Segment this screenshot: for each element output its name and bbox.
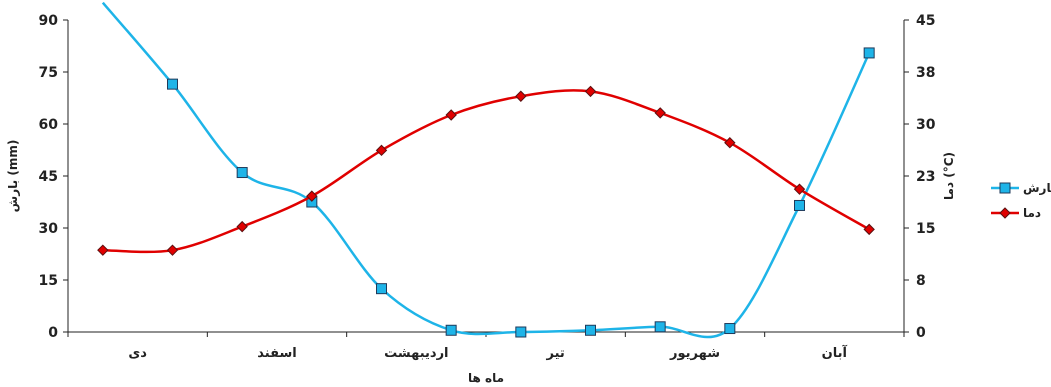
temperature-point (445, 109, 457, 121)
legend-item-precipitation: بارش (991, 181, 1051, 195)
precipitation-point (515, 326, 527, 338)
right-tick-label: 15 (916, 221, 935, 237)
precipitation-point (585, 324, 596, 336)
precipitation-point (167, 78, 178, 90)
precipitation-point (445, 324, 457, 336)
right-tick-label: 30 (916, 117, 936, 133)
left-tick-label: 90 (39, 13, 59, 29)
x-tick-label: شهریور (669, 346, 720, 361)
temperature-point (515, 90, 527, 102)
temperature-point (654, 107, 666, 119)
left-axis-label: بارش (mm) (6, 140, 20, 213)
right-tick-label: 0 (916, 325, 926, 341)
x-tick-label: آبان (822, 344, 848, 361)
precipitation-series (101, 1, 875, 339)
precipitation-point (863, 47, 875, 59)
temperature-point (863, 223, 875, 236)
right-tick-label: 8 (916, 273, 926, 289)
x-tick-label: تیر (546, 346, 565, 361)
right-tick-label: 23 (916, 169, 935, 185)
x-axis-label: ماه ها (468, 371, 504, 385)
temperature-point (306, 190, 318, 202)
x-tick-label: اسفند (257, 346, 296, 361)
x-tick-label: اردیبهشت (384, 346, 448, 361)
legend: بارش دما (991, 181, 1051, 220)
precipitation-point (724, 323, 736, 335)
precipitation-point (654, 321, 666, 333)
left-tick-label: 30 (39, 221, 59, 237)
left-tick-label: 15 (39, 273, 58, 289)
left-tick-label: 75 (39, 65, 58, 81)
temperature-point (724, 137, 736, 149)
temperature-point (793, 183, 806, 195)
left-tick-label: 0 (48, 325, 58, 341)
temperature-point (97, 244, 109, 256)
right-axis-label: دما (°C) (942, 152, 956, 200)
temperature-point (375, 144, 388, 157)
precipitation-line (101, 1, 871, 339)
legend-item-temperature: دما (991, 206, 1041, 220)
right-tick-label: 38 (916, 65, 935, 81)
temperature-series (97, 85, 875, 256)
right-axis-ticks: 45 38 30 23 15 8 0 (904, 13, 936, 341)
svg-text:دما: دما (1023, 206, 1041, 220)
x-tick-label: دی (128, 346, 147, 361)
precipitation-point (794, 199, 805, 211)
x-axis-ticks: دی اسفند اردیبهشت تیر شهریور آبان (67, 332, 905, 361)
right-tick-label: 45 (916, 13, 935, 29)
svg-text:بارش: بارش (1023, 181, 1051, 195)
left-tick-label: 45 (39, 169, 58, 185)
left-axis-ticks: 90 75 60 45 30 15 0 (39, 13, 68, 341)
temperature-point (166, 244, 179, 256)
precipitation-point (236, 167, 248, 179)
temperature-point (584, 85, 597, 98)
temperature-point (236, 220, 248, 233)
temperature-line (102, 89, 870, 254)
precipitation-point (376, 283, 387, 295)
left-tick-label: 60 (39, 117, 59, 133)
